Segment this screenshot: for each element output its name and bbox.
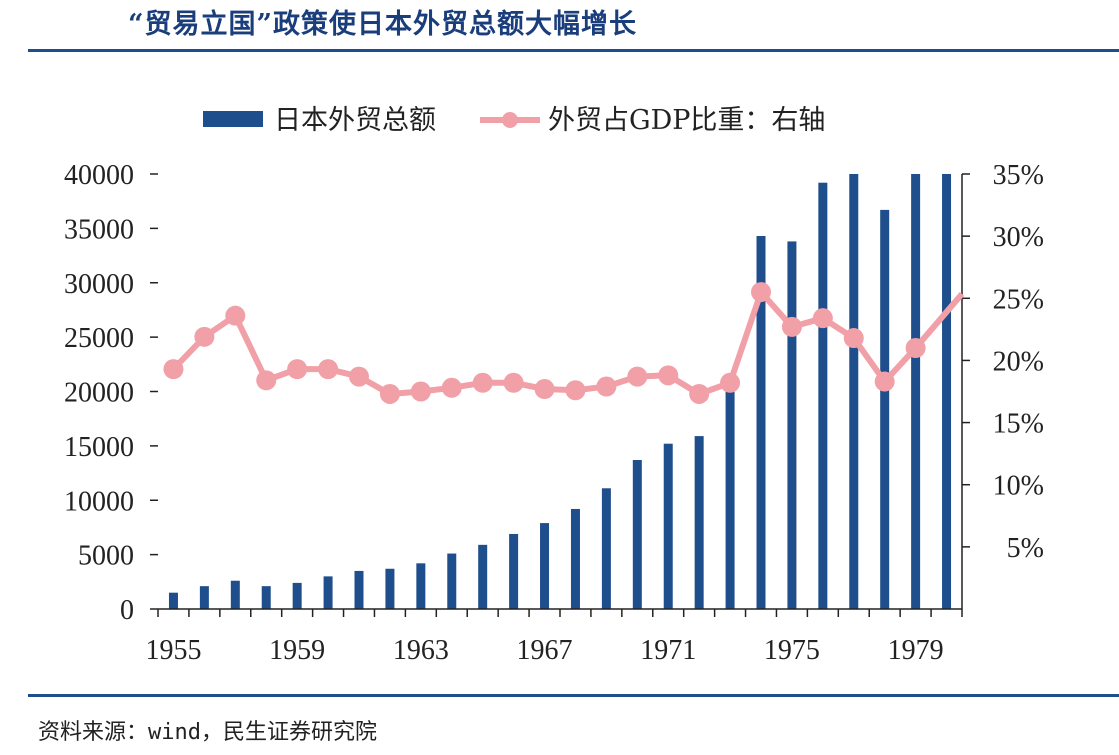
y-left-tick-label: 5000 xyxy=(78,541,134,572)
bar xyxy=(354,570,364,609)
line-point xyxy=(627,366,648,387)
line-point xyxy=(163,359,184,380)
x-tick-label: 1959 xyxy=(269,635,325,666)
y-left-tick-label: 20000 xyxy=(64,378,134,409)
line-point xyxy=(472,372,493,393)
y-left-tick-label: 10000 xyxy=(64,486,134,517)
line-point xyxy=(194,326,215,347)
line-point xyxy=(534,379,555,400)
chart-title: “贸易立国”政策使日本外贸总额大幅增长 xyxy=(128,9,638,40)
y-left-tick-label: 0 xyxy=(120,595,134,626)
y-right-tick-label: 20% xyxy=(993,346,1044,377)
line-point xyxy=(349,366,369,387)
line-point xyxy=(441,377,462,398)
y-left-tick-label: 40000 xyxy=(64,160,134,191)
legend-label-line: 外贸占GDP比重：右轴 xyxy=(548,105,825,136)
chart-area: 日本外贸总额 外贸占GDP比重：右轴 0 5000 10000 15000 20000 2… xyxy=(64,105,1044,666)
bar xyxy=(632,460,642,609)
line-point xyxy=(379,383,400,404)
bar xyxy=(323,576,333,609)
bar xyxy=(663,443,673,609)
x-tick-label: 1955 xyxy=(145,635,201,666)
bar xyxy=(570,508,580,609)
x-tick-label: 1975 xyxy=(764,635,820,666)
y-left-tick-label: 15000 xyxy=(64,432,134,463)
x-tick-label: 1979 xyxy=(888,635,944,666)
line-point xyxy=(720,372,741,393)
line-point xyxy=(256,370,277,391)
y-left-tick-label: 25000 xyxy=(64,323,134,354)
bar xyxy=(787,241,797,610)
bar xyxy=(880,209,890,609)
line-point xyxy=(658,365,679,386)
bar xyxy=(911,174,921,609)
bar xyxy=(756,235,766,610)
line-series xyxy=(163,282,965,404)
bar xyxy=(509,533,519,609)
bar xyxy=(292,582,302,609)
line-path xyxy=(171,289,965,397)
source-note: 资料来源：wind，民生证券研究院 xyxy=(38,720,377,745)
y-right-tick-label: 10% xyxy=(993,471,1044,502)
line-point xyxy=(843,328,864,349)
legend-swatch-marker xyxy=(502,112,518,128)
line-point xyxy=(751,282,771,303)
bar xyxy=(199,586,209,609)
line-point xyxy=(596,376,617,397)
line-point xyxy=(287,359,308,380)
x-tick-label: 1963 xyxy=(393,635,449,666)
line-point xyxy=(410,381,431,402)
y-right-tick-label: 15% xyxy=(993,409,1044,440)
x-tick-label: 1971 xyxy=(640,635,696,666)
legend-swatch-bar xyxy=(203,111,263,127)
line-point xyxy=(874,371,895,392)
y-right-tick-label: 35% xyxy=(993,160,1044,191)
bar xyxy=(261,586,271,609)
bar xyxy=(849,174,859,609)
bar xyxy=(385,568,395,609)
line-point xyxy=(503,372,524,393)
x-tick-label: 1967 xyxy=(517,635,573,666)
legend: 日本外贸总额 外贸占GDP比重：右轴 xyxy=(203,105,825,136)
y-right-tick-label: 30% xyxy=(993,222,1044,253)
y-right-tick-label: 25% xyxy=(993,284,1044,315)
y-right-tick-label: 5% xyxy=(1007,533,1044,564)
bar xyxy=(416,563,426,609)
bar xyxy=(725,379,735,609)
bar-series xyxy=(168,174,952,610)
line-point xyxy=(781,316,802,337)
line-point xyxy=(318,359,339,380)
bar xyxy=(447,553,457,609)
y-left-tick-label: 35000 xyxy=(64,214,134,245)
bar xyxy=(694,436,704,609)
bar xyxy=(601,488,611,609)
line-point xyxy=(225,305,246,326)
top-divider xyxy=(28,49,1119,52)
bottom-divider xyxy=(28,694,1119,697)
bar xyxy=(818,182,828,609)
line-point xyxy=(812,308,833,329)
legend-label-bar: 日本外贸总额 xyxy=(274,105,436,136)
y-left-tick-label: 30000 xyxy=(64,269,134,300)
bar xyxy=(230,580,240,609)
line-point xyxy=(565,380,586,401)
axes: 0 5000 10000 15000 20000 25000 30000 35000 40000… xyxy=(64,160,1044,666)
bar xyxy=(540,523,550,609)
bar xyxy=(478,544,488,609)
line-point xyxy=(905,338,926,358)
bar xyxy=(942,174,952,609)
bar xyxy=(168,592,178,609)
line-point xyxy=(689,383,710,404)
